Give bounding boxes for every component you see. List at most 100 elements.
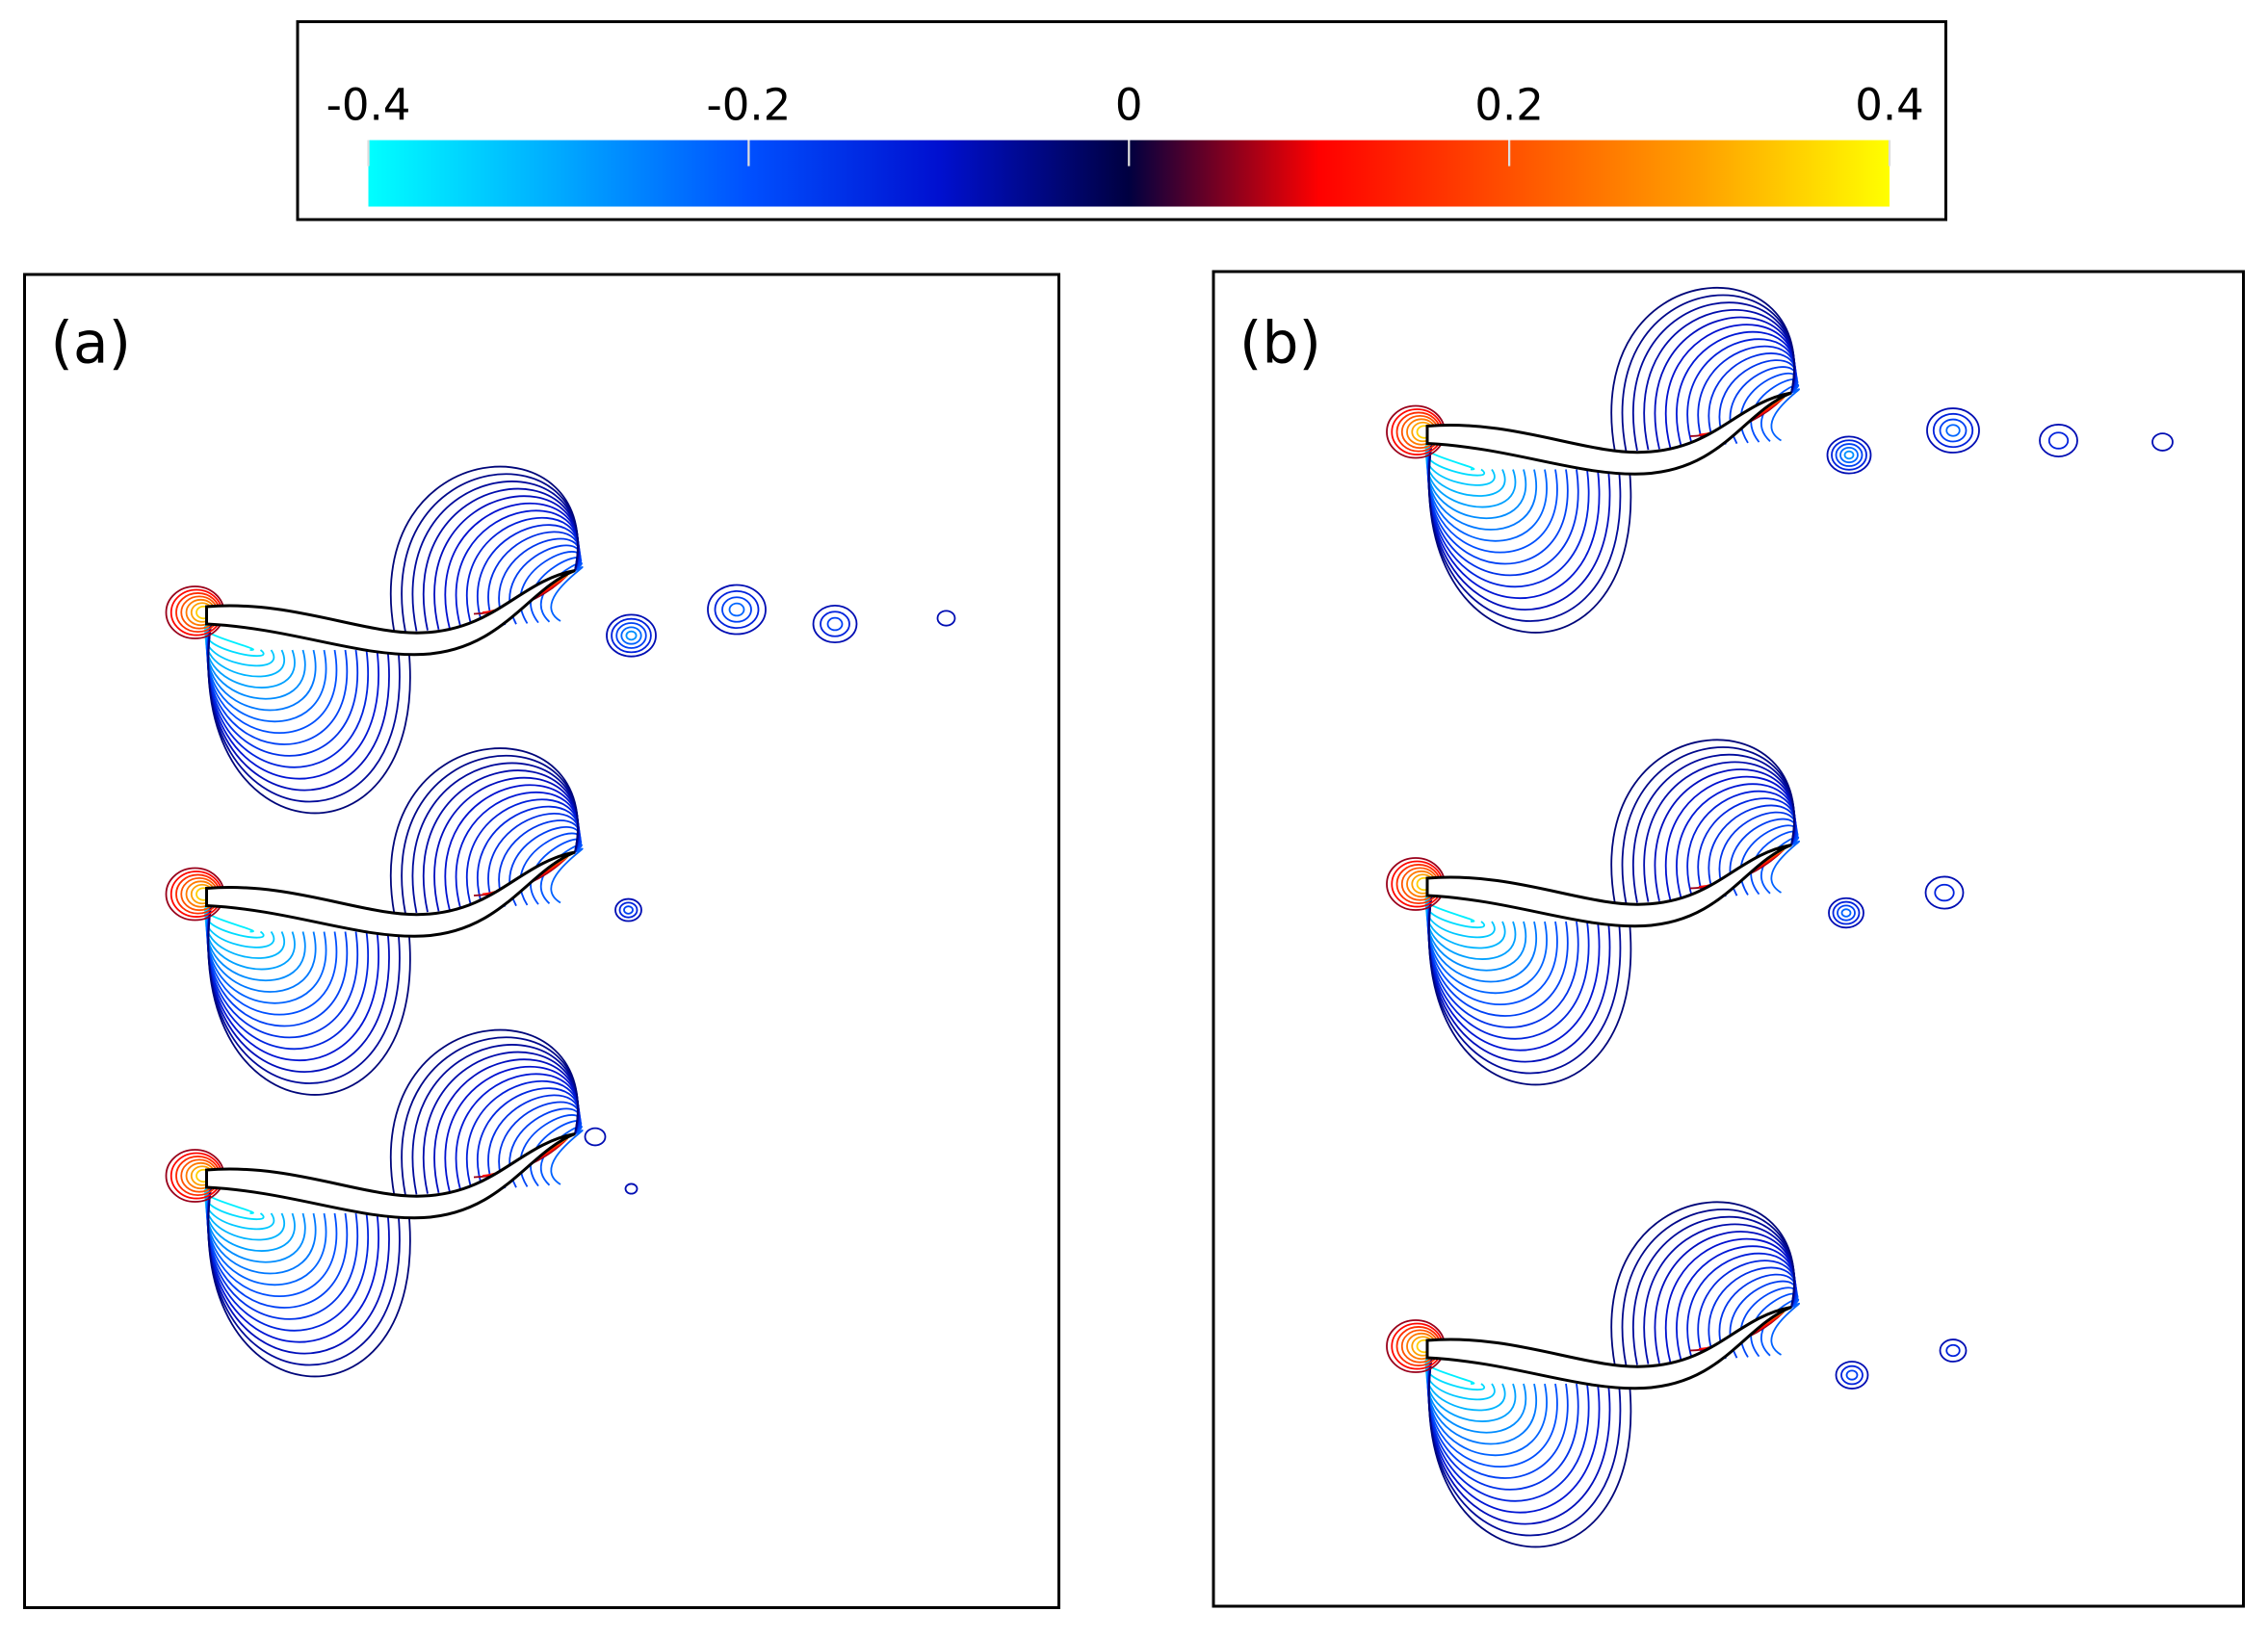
contour-line <box>207 623 390 792</box>
vortex-contour <box>1832 900 1861 925</box>
blade-group <box>165 1028 584 1378</box>
blade-group <box>1386 286 1800 634</box>
vortex-contour <box>1828 896 1864 929</box>
colorbar-tick-label: -0.2 <box>706 80 791 131</box>
vortex-contour <box>615 622 647 649</box>
contour-line <box>1770 1302 1800 1356</box>
vortex-contour <box>1934 883 1955 902</box>
contour-line <box>1427 443 1611 611</box>
contour-line <box>550 565 584 622</box>
vortex-contour <box>820 611 850 637</box>
blade <box>205 569 576 657</box>
contour-line <box>207 623 401 803</box>
vortex-contour <box>1831 439 1867 471</box>
vortex-contour <box>1924 875 1965 910</box>
vortex-contour <box>707 584 767 636</box>
contour-line <box>1427 1357 1611 1525</box>
panel-a-frame <box>23 273 1060 1610</box>
contour-line <box>550 1129 584 1185</box>
contour-line <box>207 623 411 815</box>
contour-line <box>207 1186 390 1355</box>
blade-group <box>165 747 584 1096</box>
contour-line <box>1427 443 1590 588</box>
vortex-contour <box>721 596 752 623</box>
contour-line <box>207 1186 379 1343</box>
panel-label: (b) <box>1239 310 1321 377</box>
contour-line <box>207 905 369 1051</box>
colorbar-tick-label: 0 <box>1115 80 1143 131</box>
blade <box>1425 391 1792 476</box>
vortex-contour <box>714 589 760 630</box>
vortex-contour <box>624 1182 639 1195</box>
contour-line <box>207 1186 401 1366</box>
contour-line <box>207 1186 369 1332</box>
blade <box>1425 1306 1792 1390</box>
contour-line <box>1610 286 1795 453</box>
vortex-contour <box>611 617 652 654</box>
contour-line <box>207 623 379 780</box>
vortex-contour <box>1843 450 1855 460</box>
contour-line <box>1427 1357 1601 1514</box>
contour-line <box>530 557 583 624</box>
contour-line <box>1427 443 1601 600</box>
colorbar-tick-label: 0.2 <box>1474 80 1544 131</box>
blade <box>205 1132 576 1220</box>
colorbar-tick-label: 0.4 <box>1855 80 1924 131</box>
contour-line <box>550 847 584 904</box>
vortex-contour <box>728 602 745 617</box>
contour-line <box>1427 895 1601 1052</box>
vortex-contour <box>1932 412 1974 449</box>
vortex-contour <box>1837 904 1856 922</box>
contour-line <box>1427 895 1611 1063</box>
contour-line <box>1610 1201 1795 1367</box>
contour-line <box>389 1028 579 1197</box>
contour-line <box>1610 739 1795 905</box>
colorbar-tick-label: -0.4 <box>326 80 411 131</box>
vortex-contour <box>614 897 642 922</box>
vortex-contour <box>618 901 639 919</box>
panel-label: (a) <box>51 310 132 377</box>
vortex-contour <box>2047 431 2070 450</box>
contour-line <box>207 905 401 1084</box>
contour-line <box>1427 443 1622 622</box>
blade-group <box>165 465 584 815</box>
vortex-contour <box>620 626 642 645</box>
vortex-contour <box>2151 432 2174 452</box>
vortex-contour <box>623 905 634 915</box>
vortex-contour <box>1945 1343 1961 1358</box>
panel-b-frame <box>1212 270 2245 1608</box>
vortex-contour <box>2039 424 2078 457</box>
vortex-contour <box>1839 446 1859 464</box>
contour-line <box>1427 895 1622 1075</box>
contour-line <box>1427 895 1590 1040</box>
blade <box>205 850 576 938</box>
contour-line <box>1428 1357 1632 1548</box>
blade-group <box>1386 1201 1800 1548</box>
vortex-contour <box>1926 407 1980 454</box>
vortex-contour <box>1840 1364 1864 1386</box>
contour-line <box>530 1120 583 1187</box>
contour-line <box>389 465 579 634</box>
blade-group <box>1386 739 1800 1086</box>
contour-line <box>207 905 379 1062</box>
vortex-contour <box>936 610 956 627</box>
contour-line <box>1770 388 1800 442</box>
contour-line <box>1427 1357 1622 1537</box>
contour-line <box>389 747 579 915</box>
contour-line <box>1770 840 1800 894</box>
vortex-contour <box>1945 424 1961 437</box>
vortex-contour <box>1840 908 1852 918</box>
vortex-contour <box>606 613 657 658</box>
vortex-contour <box>826 616 844 632</box>
contour-line <box>207 905 390 1073</box>
contour-line <box>1428 443 1632 634</box>
blade <box>1425 844 1792 928</box>
contour-line <box>1427 1357 1590 1502</box>
vortex-contour <box>1845 1369 1859 1381</box>
contour-line <box>207 905 411 1096</box>
contour-line <box>1428 895 1632 1086</box>
vortex-contour <box>1835 1361 1869 1390</box>
vortex-contour <box>625 630 638 641</box>
